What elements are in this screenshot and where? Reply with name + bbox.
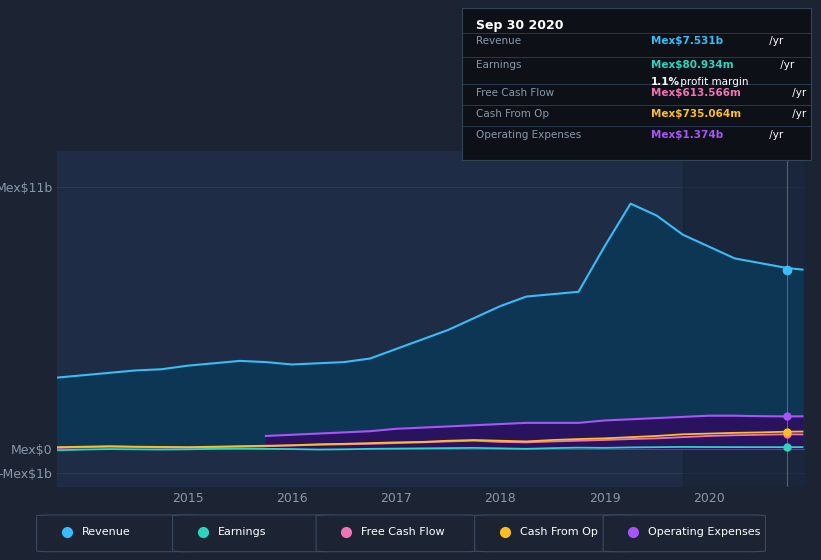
Text: Earnings: Earnings [218,527,266,537]
Text: Revenue: Revenue [476,36,521,46]
Text: Earnings: Earnings [476,60,521,71]
Text: /yr: /yr [766,130,783,140]
FancyBboxPatch shape [37,515,199,552]
Text: Mex$735.064m: Mex$735.064m [651,109,741,119]
Text: Sep 30 2020: Sep 30 2020 [476,19,564,32]
Text: Free Cash Flow: Free Cash Flow [476,87,554,97]
Text: Mex$1.374b: Mex$1.374b [651,130,723,140]
FancyBboxPatch shape [172,515,335,552]
Text: Operating Expenses: Operating Expenses [649,527,761,537]
FancyBboxPatch shape [316,515,479,552]
Text: Operating Expenses: Operating Expenses [476,130,581,140]
Text: Mex$7.531b: Mex$7.531b [651,36,722,46]
Text: profit margin: profit margin [677,77,748,87]
Text: /yr: /yr [777,60,795,71]
Bar [683,151,805,487]
FancyBboxPatch shape [475,515,637,552]
Text: Free Cash Flow: Free Cash Flow [361,527,445,537]
Text: Cash From Op: Cash From Op [520,527,598,537]
Text: /yr: /yr [789,109,806,119]
Text: /yr: /yr [789,87,806,97]
Text: Mex$80.934m: Mex$80.934m [651,60,733,71]
Text: 1.1%: 1.1% [651,77,680,87]
Text: Revenue: Revenue [82,527,131,537]
Text: Cash From Op: Cash From Op [476,109,549,119]
Text: Mex$613.566m: Mex$613.566m [651,87,741,97]
FancyBboxPatch shape [603,515,765,552]
Text: /yr: /yr [766,36,783,46]
